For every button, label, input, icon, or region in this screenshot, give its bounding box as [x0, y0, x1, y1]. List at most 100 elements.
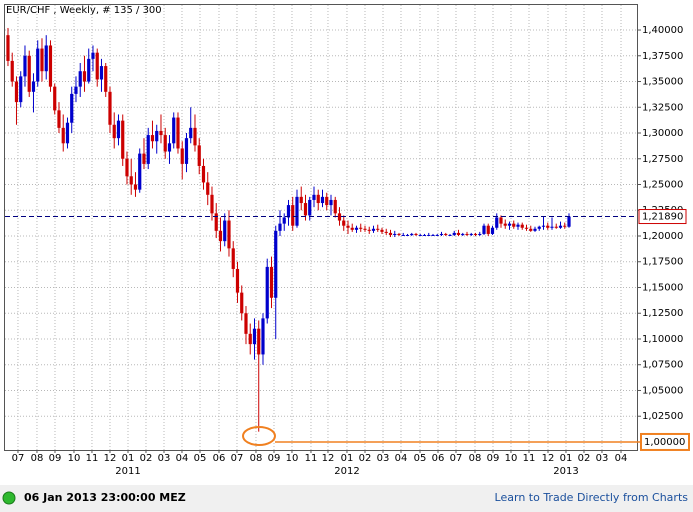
x-tick-label: 02: [578, 453, 591, 464]
candle-body: [397, 233, 401, 235]
y-tick-label: 1,27500: [642, 154, 683, 165]
footer-bar: [0, 485, 693, 512]
candle-body: [201, 165, 206, 183]
candle-body: [333, 199, 337, 214]
candle-body: [312, 194, 316, 200]
x-tick-label: 09: [487, 453, 500, 464]
candle-body: [218, 230, 223, 242]
candle-body: [388, 232, 393, 235]
candle-body: [299, 196, 303, 204]
chart-title: EUR/CHF , Weekly, # 135 / 300: [6, 5, 162, 16]
candle-body: [422, 234, 427, 236]
candle-body: [537, 226, 541, 229]
candle-body: [104, 66, 108, 92]
candle-body: [524, 227, 529, 229]
status-dot: [2, 491, 16, 505]
candle-body: [329, 199, 333, 206]
candle-body: [159, 130, 163, 136]
candle-body: [116, 120, 121, 139]
candle-body: [367, 229, 371, 231]
x-tick-label: 11: [86, 453, 99, 464]
candle-body: [146, 135, 150, 164]
learn-link[interactable]: Learn to Trade Directly from Charts: [495, 491, 689, 504]
year-label: 2013: [553, 466, 578, 477]
candle-body: [363, 228, 367, 230]
candle-body: [265, 266, 269, 319]
candle-body: [320, 196, 325, 204]
candle-body: [74, 86, 78, 94]
x-tick-label: 09: [49, 453, 62, 464]
candle-body: [180, 148, 184, 164]
candle-body: [439, 233, 444, 235]
year-label: 2012: [334, 466, 359, 477]
candle-body: [529, 228, 533, 231]
candle-body: [61, 127, 65, 144]
candle-body: [405, 234, 410, 236]
y-tick-label: 1,05000: [642, 385, 683, 396]
candle-body: [252, 328, 257, 345]
candle-body: [82, 71, 87, 82]
candle-body: [14, 81, 19, 103]
y-tick-label: 1,40000: [642, 25, 683, 36]
x-tick-label: 02: [140, 453, 153, 464]
candle-body: [520, 224, 524, 228]
candle-body: [393, 233, 397, 235]
x-tick-label: 06: [213, 453, 226, 464]
candle-body: [193, 127, 197, 146]
candle-body: [490, 227, 495, 234]
candle-body: [342, 220, 346, 226]
year-label: 2011: [115, 466, 140, 477]
candle-body: [346, 225, 350, 228]
candle-body: [554, 226, 558, 228]
candle-body: [48, 45, 53, 87]
candle-body: [125, 158, 129, 177]
candle-body: [240, 292, 244, 314]
x-tick-label: 08: [250, 453, 263, 464]
x-tick-label: 02: [359, 453, 372, 464]
candle-body: [91, 52, 95, 59]
x-tick-label: 01: [341, 453, 354, 464]
candle-body: [401, 234, 405, 236]
candle-body: [452, 232, 456, 235]
x-tick-label: 07: [450, 453, 463, 464]
x-tick-label: 03: [596, 453, 609, 464]
y-tick-label: 1,02500: [642, 411, 683, 422]
x-tick-label: 12: [104, 453, 117, 464]
support-label: 1,00000: [644, 437, 685, 448]
candle-body: [197, 145, 201, 166]
candle-body: [184, 138, 189, 164]
timestamp: 06 Jan 2013 23:00:00 MEZ: [24, 491, 186, 504]
y-tick-label: 1,10000: [642, 334, 683, 345]
last-price-label: 1,21890: [642, 212, 683, 223]
candle-body: [546, 225, 550, 228]
candle-body: [478, 233, 482, 235]
y-tick-label: 1,25000: [642, 180, 683, 191]
candle-body: [295, 196, 299, 226]
candle-body: [473, 233, 478, 235]
candle-body: [461, 233, 465, 235]
candle-body: [87, 58, 91, 82]
x-tick-label: 04: [395, 453, 408, 464]
x-tick-label: 12: [322, 453, 335, 464]
x-tick-label: 06: [432, 453, 445, 464]
x-tick-label: 10: [505, 453, 518, 464]
x-tick-label: 07: [12, 453, 25, 464]
candle-body: [376, 228, 380, 230]
y-tick-label: 1,12500: [642, 308, 683, 319]
x-tick-label: 03: [377, 453, 390, 464]
candle-body: [78, 71, 82, 87]
candle-body: [57, 110, 61, 128]
x-tick-label: 04: [176, 453, 189, 464]
candle-body: [286, 205, 291, 218]
candle-body: [189, 127, 193, 139]
candle-body: [414, 233, 418, 235]
x-tick-label: 08: [31, 453, 44, 464]
x-tick-label: 01: [560, 453, 573, 464]
x-tick-label: 12: [542, 453, 555, 464]
candle-body: [31, 81, 36, 92]
x-tick-label: 10: [286, 453, 299, 464]
x-tick-label: 05: [194, 453, 207, 464]
candle-body: [244, 313, 248, 334]
candle-body: [274, 230, 278, 298]
